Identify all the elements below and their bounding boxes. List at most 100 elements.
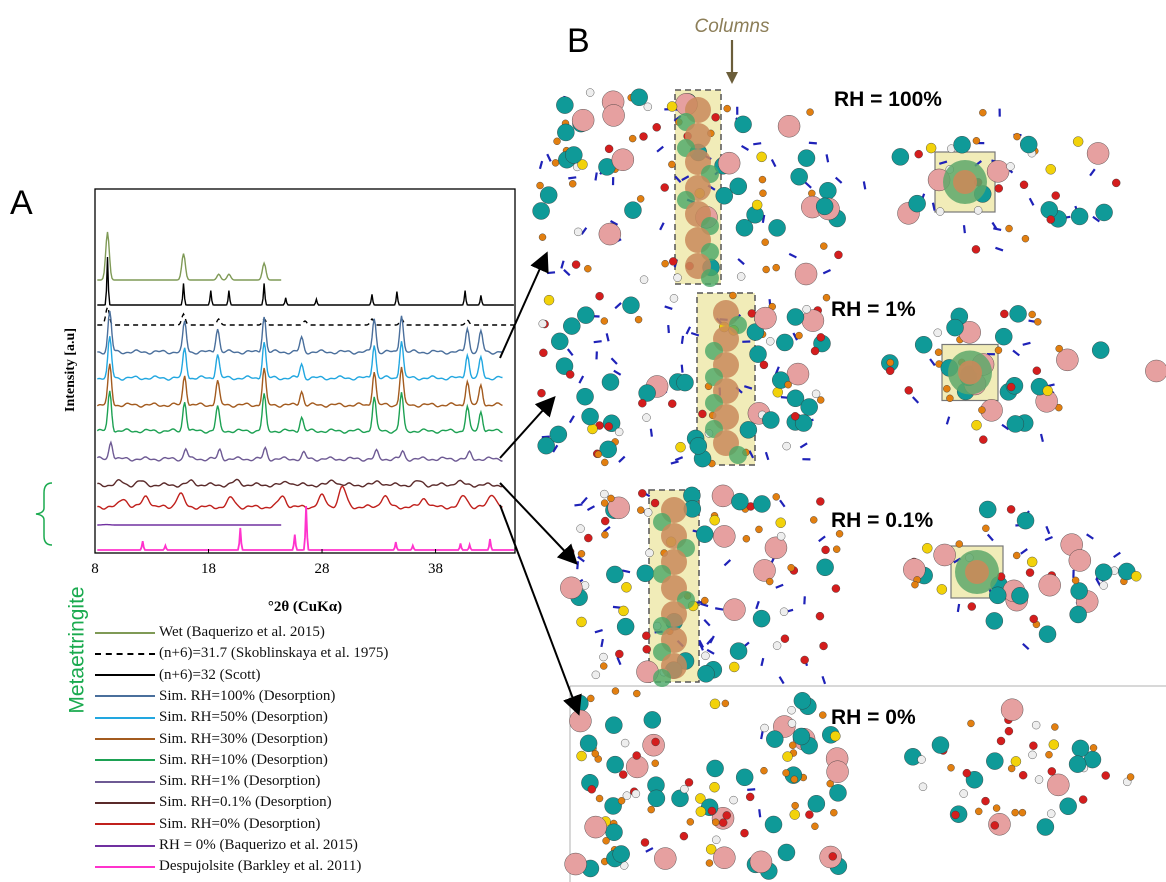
atom [602,104,625,127]
atom [668,160,676,169]
water-stick [1045,525,1051,535]
atom [587,423,598,435]
atom [936,584,948,595]
atom [1126,773,1135,781]
atom [557,123,575,142]
atom [539,186,558,204]
atom [729,291,737,300]
atom [835,530,844,538]
atom [789,809,800,820]
atom [536,181,544,190]
atom [643,711,662,729]
atom [917,755,926,764]
atom [995,327,1013,346]
water-stick [580,227,588,235]
water-stick [566,348,574,357]
atom [638,384,656,402]
atom [1000,309,1009,319]
water-stick [560,260,565,269]
water-stick [911,396,920,404]
atom [684,778,694,787]
atom [652,123,661,132]
atom [555,357,574,375]
atom [715,187,733,205]
legend-swatch-5 [95,738,155,740]
water-stick [700,602,709,608]
atom [946,318,964,337]
legend-swatch-0 [95,631,155,634]
atom [834,250,843,260]
water-stick [538,160,544,170]
atom [1016,511,1035,530]
atom [1006,505,1016,514]
atom [549,425,568,444]
atom [911,580,919,589]
atom [815,197,834,216]
water-stick [760,657,765,667]
atom [1045,751,1053,759]
atom [614,427,624,437]
atom [595,794,604,803]
atom [713,525,736,548]
atom [620,738,630,748]
atom [576,616,587,628]
atom [1051,191,1060,200]
water-stick [546,153,552,162]
atom [1056,348,1079,372]
water-stick [614,302,622,310]
legend-swatch-7 [95,780,155,783]
atom [978,500,997,519]
water-stick [808,141,817,145]
atom [972,137,981,145]
atom [979,435,988,444]
atom [793,692,812,710]
water-stick [600,638,604,648]
atom [607,494,615,503]
legend-item-2: (n+6)=32 (Scott) [95,665,260,686]
atom [749,850,773,874]
atom [538,233,547,241]
atom [1038,625,1057,643]
water-stick [956,603,961,613]
atom [886,358,894,367]
atom [650,498,660,508]
atom [643,102,653,112]
legend-label-3: Sim. RH=100% (Desorption) [159,687,336,704]
water-stick [594,172,598,181]
water-stick [945,416,951,425]
water-stick [792,332,799,341]
atom [607,496,630,520]
atom [811,822,819,830]
water-stick [804,181,812,189]
atom [591,750,599,758]
atom [587,785,596,794]
columns-label: Columns [695,16,770,37]
series-line-1 [97,304,514,326]
atom [723,104,731,113]
atom [794,262,818,286]
atom [615,649,624,659]
atom [1071,576,1080,585]
atom [782,751,793,762]
atom [1021,234,1030,243]
atom [816,558,834,577]
water-stick [609,220,619,226]
column-atom [653,669,671,687]
water-stick [760,731,764,740]
atom [695,793,706,804]
atom [571,109,595,132]
atom [810,346,820,356]
atom [1048,739,1060,750]
water-stick [613,369,622,376]
atom [601,531,609,539]
atom [556,96,574,114]
water-stick [761,214,766,224]
atom [925,142,937,154]
atom [647,789,666,808]
water-stick [681,175,690,182]
atom [946,394,954,403]
atom [753,495,771,513]
water-stick [664,305,673,310]
water-stick [778,676,785,685]
water-stick [618,455,626,463]
